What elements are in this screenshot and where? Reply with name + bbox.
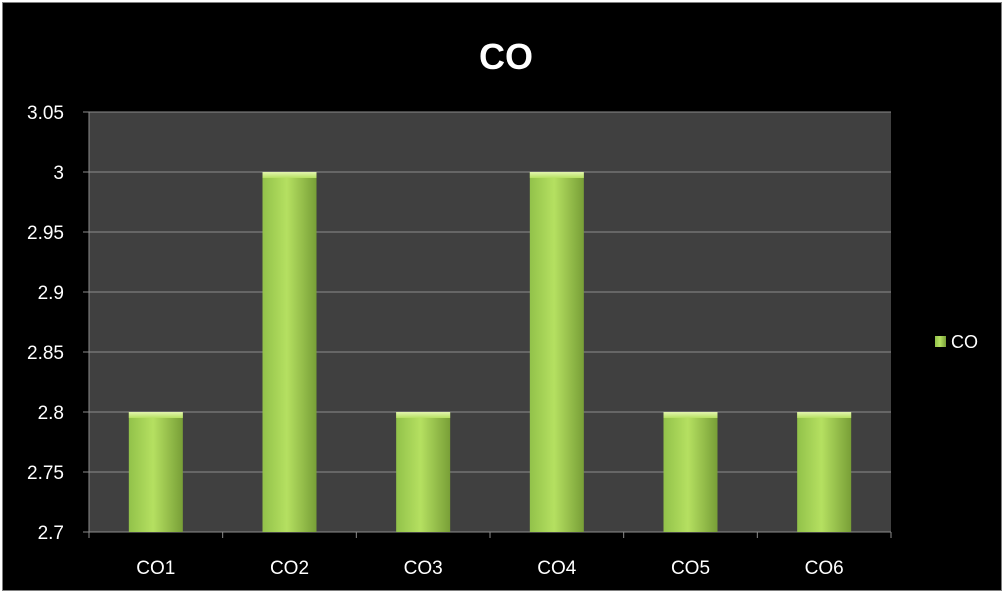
bar [529,172,584,532]
bar [128,412,183,532]
y-tick-label: 2.95 [27,223,64,244]
y-tick-label: 2.7 [38,523,64,544]
y-tick-label: 3.05 [27,103,64,124]
bar-top-highlight [529,172,584,178]
y-tick-label: 2.8 [38,403,64,424]
bar [797,412,852,532]
y-tick-label: 2.9 [38,283,64,304]
x-tick-label: CO1 [136,558,175,579]
x-tick-label: CO6 [805,558,844,579]
x-tick-label: CO5 [671,558,710,579]
bar-top-highlight [797,412,852,418]
bar [262,172,317,532]
bar-top-highlight [128,412,183,418]
x-tick-label: CO3 [404,558,443,579]
bar-top-highlight [663,412,718,418]
legend-swatch [935,336,946,347]
legend: CO [935,332,978,352]
bar [663,412,718,532]
legend-label: CO [951,332,978,352]
chart-title: CO [479,36,533,77]
bar-top-highlight [396,412,451,418]
plot-area [89,112,891,532]
bar-top-highlight [262,172,317,178]
y-tick-label: 2.75 [27,463,64,484]
x-tick-label: CO2 [270,558,309,579]
y-tick-label: 2.85 [27,343,64,364]
bar-chart: CO 2.7 2.75 2.8 2.85 2.9 2.95 3 3.05 CO1 CO2 CO3 CO… [27,36,978,579]
bar [396,412,451,532]
x-tick-label: CO4 [537,558,577,579]
y-tick-label: 3 [53,163,64,184]
